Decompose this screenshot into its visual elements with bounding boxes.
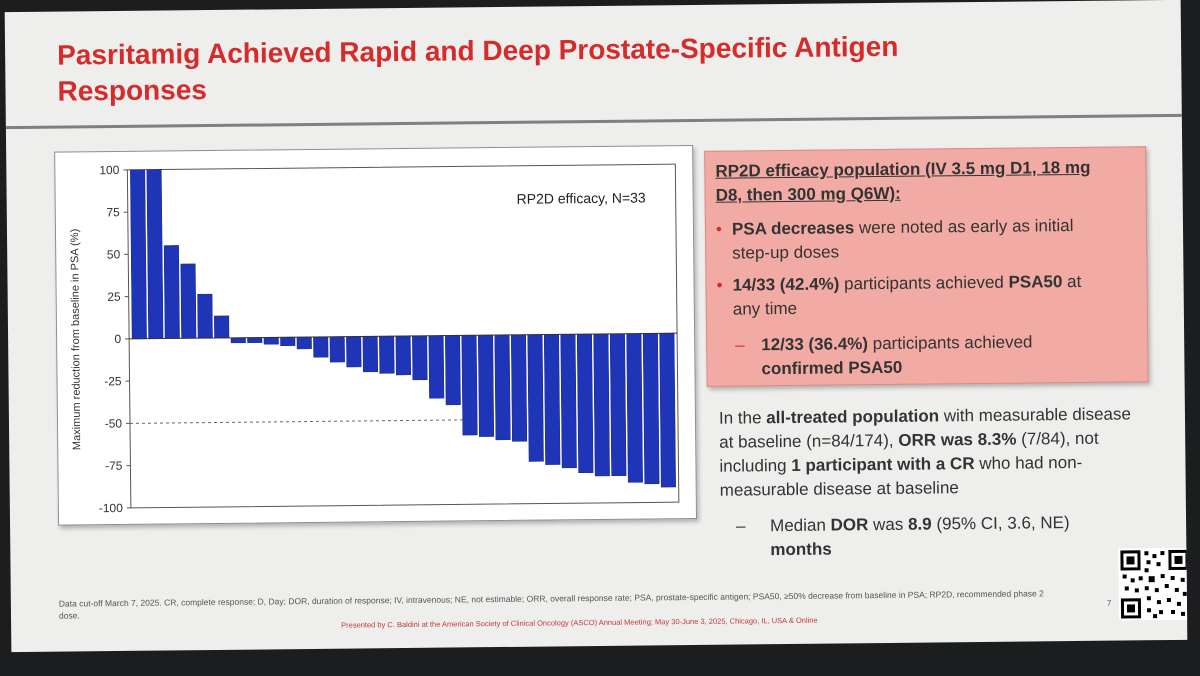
y-tick-label: 50 [107,247,121,261]
bar [163,245,180,339]
page-number: 7 [1106,598,1112,608]
bullet2-mid: participants achieved [839,272,1009,294]
y-tick-label: 25 [107,290,121,304]
bullet2-bold2: PSA50 [1008,272,1063,292]
dash-marker: – [735,335,745,355]
bar [197,293,213,339]
y-tick-label: -100 [99,501,123,515]
sub-line2: confirmed PSA50 [761,357,903,379]
bar [346,336,362,368]
bullet-marker: • [715,219,723,239]
bar [428,335,445,399]
bullet1-bold: PSA decreases [731,218,855,239]
bar [642,333,660,485]
efficacy-summary-box: RP2D efficacy population (IV 3.5 mg D1, … [704,146,1149,387]
bar [263,337,279,345]
p2-c: was [868,514,909,535]
slide: Pasritamig Achieved Rapid and Deep Prost… [4,0,1188,653]
waterfall-chart: 100 75 50 25 0 -25 -50 -75 -100 Maximum reduction… [54,144,698,526]
bullet1-line2: step-up doses [732,242,840,263]
bar [412,335,428,381]
bar [609,333,627,477]
dash-marker: – [736,516,746,536]
title-line-2: Responses [57,74,208,107]
bullet1-text: were noted as early as initial [854,215,1074,238]
bullet2-line2: any time [732,298,798,319]
p1-f: 1 participant with a CR [791,454,975,475]
bar [560,333,577,469]
sub-text: participants achieved [867,332,1033,354]
bar [527,334,544,462]
chart-svg: 100 75 50 25 0 -25 -50 -75 -100 Maximum reduction… [69,163,680,515]
all-treated-paragraph: In the all-treated population with measu… [719,402,1150,502]
bar [280,336,296,347]
bar [478,334,495,437]
bar [247,337,263,343]
bar [659,332,676,488]
slide-title: Pasritamig Achieved Rapid and Deep Prost… [57,27,1038,109]
y-tick-label: 75 [106,205,120,219]
p2-d: 8.9 [907,514,932,534]
efficacy-heading-line-2: D8, then 300 mg Q6W): [715,183,901,205]
p1-a: In the [718,408,767,428]
p2-f: months [770,539,832,560]
p1-d: ORR was 8.3% [898,429,1017,450]
bar [214,315,230,339]
p2-e: (95% CI, 3.6, NE) [931,513,1070,534]
efficacy-heading: RP2D efficacy population (IV 3.5 mg D1, … [715,155,1135,207]
bar [230,337,246,344]
chart-title: RP2D efficacy, N=33 [517,189,646,206]
title-line-1: Pasritamig Achieved Rapid and Deep Prost… [56,30,899,71]
bar [146,169,164,339]
y-axis-label: Maximum reduction from baseline in PSA (… [69,229,83,450]
bar [296,336,312,350]
bar [180,263,197,339]
bar [329,336,345,363]
bar [130,169,147,340]
p2-b: DOR [830,515,869,535]
bar [626,333,643,483]
psa50-reference-line [129,419,463,424]
median-dor-item: – Median DOR was 8.9 (95% CI, 3.6, NE) m… [736,510,1180,563]
bar [543,334,561,465]
bar [445,335,461,406]
bar [576,333,594,474]
p1-b: all-treated population [766,406,940,428]
bar [593,333,610,477]
efficacy-heading-line-1: RP2D efficacy population (IV 3.5 mg D1, … [715,157,1091,181]
bullet2-rest: at [1062,271,1082,292]
bar [510,334,528,442]
y-tick-label: -75 [105,459,123,473]
bullet2-bold: 14/33 (42.4%) [732,274,840,295]
bar [395,335,411,376]
sub-bullet-confirmed: – 12/33 (36.4%) participants achieved co… [735,329,1161,381]
bar [461,335,478,436]
zero-line [129,332,678,340]
y-tick-label: 100 [99,163,119,177]
qr-code-icon[interactable] [1118,547,1188,621]
bullet-marker: • [716,275,723,295]
y-tick-label: 0 [114,332,121,346]
bar [362,336,378,373]
sub-bold: 12/33 (36.4%) [761,334,869,355]
bar [313,336,329,358]
y-tick-label: -50 [105,416,123,430]
title-divider [5,113,1182,130]
bullet-psa50: • 14/33 (42.4%) participants achieved PS… [716,269,1152,322]
p2-a: Median [770,515,831,536]
y-tick-label: -25 [104,374,122,388]
bar [494,334,511,441]
bullet-psa-decreases: • PSA decreases were noted as early as i… [716,213,1152,266]
bar [379,335,395,374]
